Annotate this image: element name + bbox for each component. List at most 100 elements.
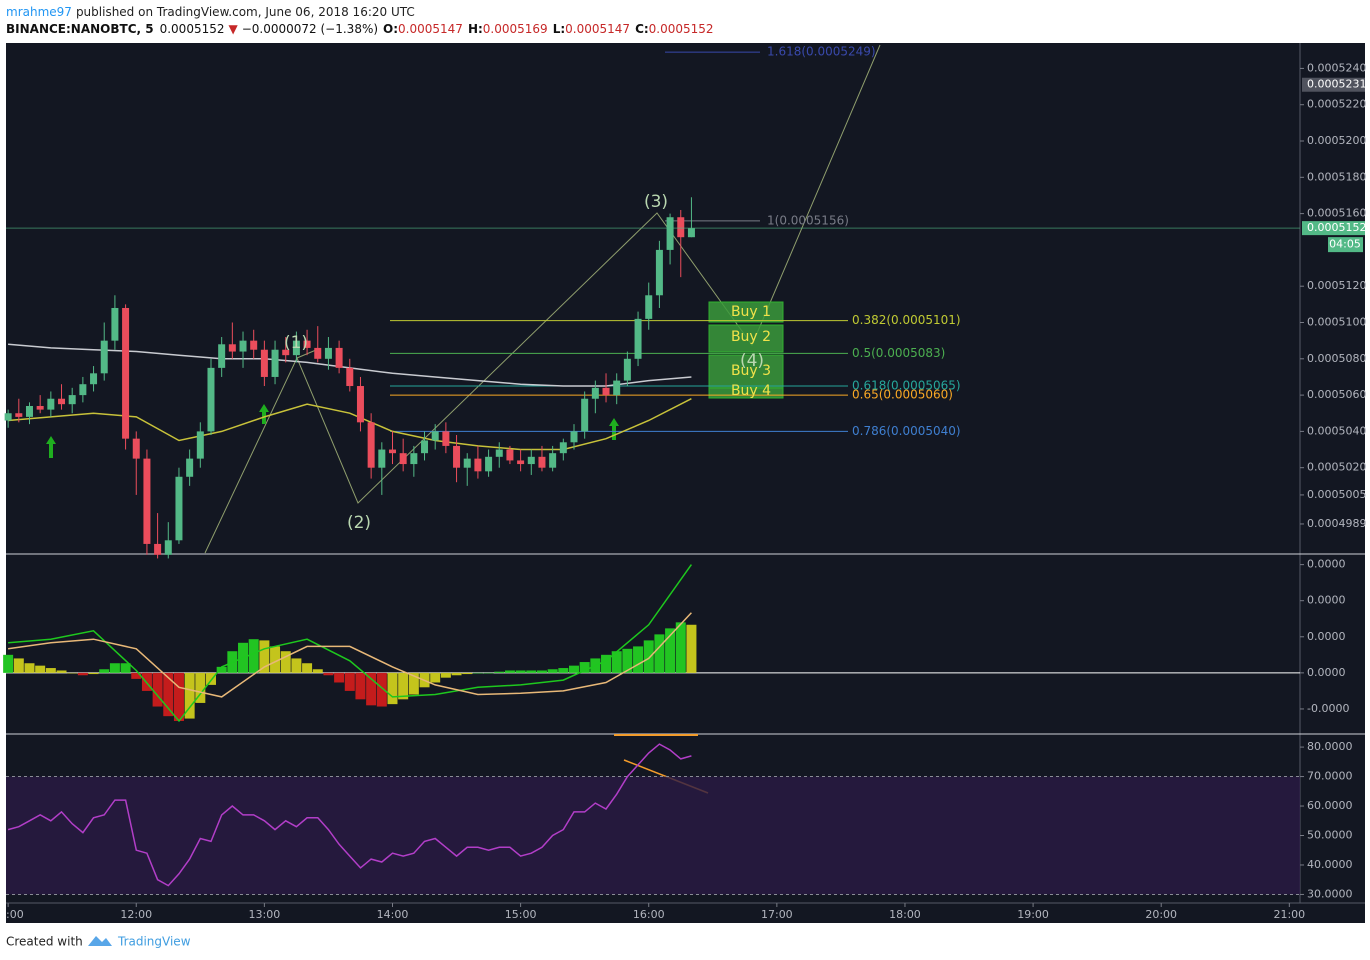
y-tick-label: 60.0000 xyxy=(1307,799,1353,812)
histogram-bar xyxy=(3,654,14,673)
histogram-bar xyxy=(558,668,569,673)
histogram-bar xyxy=(334,672,345,683)
candle-body xyxy=(655,249,663,296)
histogram-bar xyxy=(515,670,526,673)
y-tick-label: 0.0005020 xyxy=(1307,461,1367,474)
y-tick-label: 80.0000 xyxy=(1307,740,1353,753)
histogram-bar xyxy=(205,672,216,685)
ohlc-key: L: xyxy=(553,22,565,36)
candle-body xyxy=(218,344,226,368)
candle-body xyxy=(613,380,621,396)
histogram-bar xyxy=(109,663,120,673)
fib-label: 0.382(0.0005101) xyxy=(852,313,961,327)
candle-body xyxy=(410,453,418,465)
y-tick-label: 40.0000 xyxy=(1307,858,1353,871)
x-tick-label: 13:00 xyxy=(249,908,281,921)
histogram-bar xyxy=(67,672,78,674)
fib-label: 0.786(0.0005040) xyxy=(852,424,961,438)
x-tick-label: 15:00 xyxy=(505,908,537,921)
candle-body xyxy=(143,458,151,544)
countdown: 04:05 xyxy=(1329,238,1361,251)
y-tick-label: 0.0004989 xyxy=(1307,517,1367,530)
change: −0.0000072 (−1.38%) xyxy=(242,22,378,36)
histogram-bar xyxy=(323,672,334,676)
candle-body xyxy=(282,349,290,356)
signal-arrow xyxy=(46,436,56,458)
y-tick-label: 70.0000 xyxy=(1307,770,1353,783)
header-line-1: mrahme97 published on TradingView.com, Ju… xyxy=(6,5,415,19)
histogram-bar xyxy=(302,663,313,673)
histogram-bar xyxy=(291,658,302,673)
candle-body xyxy=(79,384,87,396)
histogram-bar xyxy=(675,622,686,673)
brand-link[interactable]: TradingView xyxy=(117,935,191,949)
zone-label: Buy 1 xyxy=(731,304,771,320)
wave-path xyxy=(296,349,317,359)
histogram-bar xyxy=(462,672,473,675)
candle-body xyxy=(47,398,55,410)
rsi-band xyxy=(6,776,1300,895)
signal-arrow xyxy=(609,418,619,440)
candle-body xyxy=(442,431,450,446)
candle-body xyxy=(538,456,546,468)
candle-body xyxy=(186,458,194,477)
x-tick-label: 20:00 xyxy=(1145,908,1177,921)
histogram-bar xyxy=(184,672,195,719)
candle-body xyxy=(645,295,653,319)
candle-body xyxy=(207,367,215,432)
countdown-box xyxy=(1328,237,1363,253)
author[interactable]: mrahme97 xyxy=(6,5,72,19)
histogram-bar xyxy=(216,666,227,673)
histogram-bar xyxy=(654,634,665,673)
candle-body xyxy=(164,540,172,555)
published: published on TradingView.com, June 06, 2… xyxy=(76,5,415,19)
candle-body xyxy=(100,340,108,374)
histogram-bar xyxy=(494,671,505,673)
y-tick-label: 50.0000 xyxy=(1307,829,1353,842)
signal-arrow xyxy=(259,404,269,424)
y-tick-label: 0.0005200 xyxy=(1307,134,1367,147)
y-tick-label: 0.0000 xyxy=(1307,558,1346,571)
histogram-bar xyxy=(398,672,409,700)
candle-body xyxy=(495,449,503,457)
zone-label: Buy 3 xyxy=(731,363,771,379)
ohlc-value: 0.0005152 xyxy=(649,22,714,36)
candle-body xyxy=(154,543,162,555)
candle-body xyxy=(463,458,471,468)
candle-body xyxy=(356,386,364,423)
candle-body xyxy=(527,456,535,465)
ohlc-key: C: xyxy=(635,22,649,36)
histogram-bar xyxy=(120,663,131,673)
fib-label: 0.618(0.0005065) xyxy=(852,379,961,393)
symbol: BINANCE:NANOBTC, 5 xyxy=(6,22,154,36)
histogram-bar xyxy=(248,639,259,673)
candle-body xyxy=(58,398,66,405)
histogram-bar xyxy=(355,672,366,700)
last-price: 0.0005152 xyxy=(160,22,225,36)
fib-label: 1.618(0.0005249) xyxy=(767,45,876,59)
y-tick-label: 0.0005080 xyxy=(1307,352,1367,365)
histogram-bar xyxy=(611,651,622,673)
wave-path xyxy=(204,44,881,554)
candle-body xyxy=(378,449,386,468)
candle-body xyxy=(36,405,44,410)
candle-body xyxy=(260,349,268,377)
y-tick-label: 0.0005100 xyxy=(1307,316,1367,329)
candle-body xyxy=(132,438,140,459)
change-arrow: ▼ xyxy=(229,22,239,36)
candle-body xyxy=(303,340,311,348)
histogram-bar xyxy=(633,646,644,673)
x-tick-label: 17:00 xyxy=(761,908,793,921)
y-tick-label: 0.0005180 xyxy=(1307,170,1367,183)
histogram-bar xyxy=(568,665,579,673)
wave-label: (1) xyxy=(284,333,308,353)
histogram-bar xyxy=(622,648,633,673)
wave-label: (4) xyxy=(740,351,764,371)
price-label: 0.0005152 xyxy=(1307,221,1367,234)
candle-body xyxy=(335,347,343,368)
histogram-bar xyxy=(13,658,24,673)
moving-average xyxy=(8,398,692,451)
buy-zone xyxy=(708,354,784,389)
